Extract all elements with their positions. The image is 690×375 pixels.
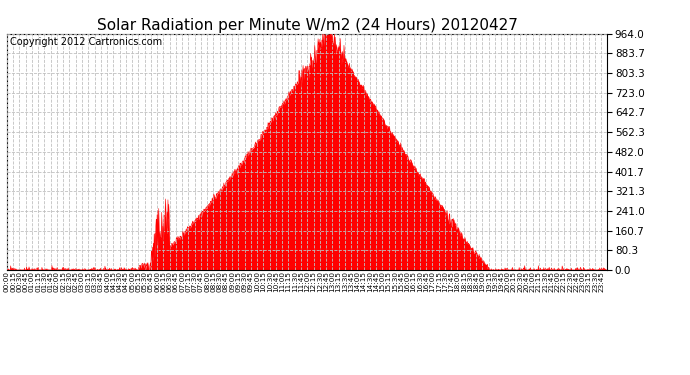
Title: Solar Radiation per Minute W/m2 (24 Hours) 20120427: Solar Radiation per Minute W/m2 (24 Hour… (97, 18, 518, 33)
Text: Copyright 2012 Cartronics.com: Copyright 2012 Cartronics.com (10, 37, 162, 47)
